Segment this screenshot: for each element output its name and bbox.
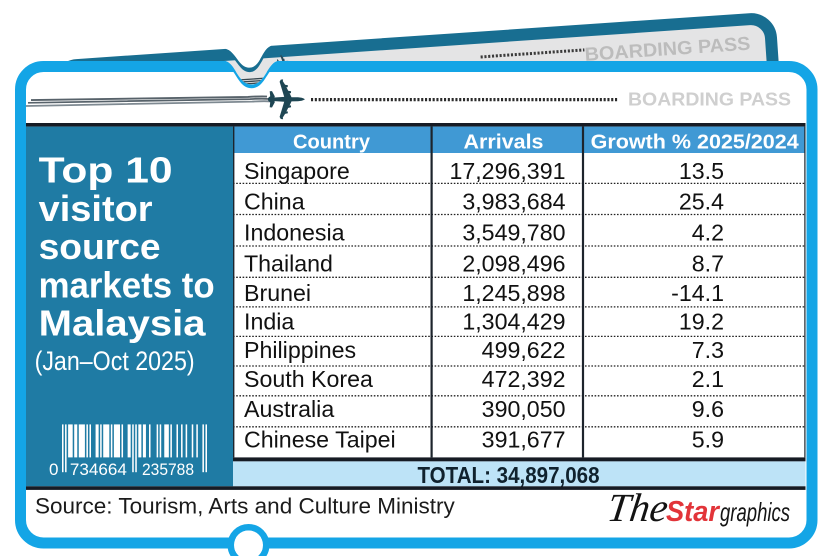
svg-text:Australia: Australia	[244, 396, 334, 422]
svg-text:-14.1: -14.1	[671, 280, 724, 306]
svg-text:1,245,898: 1,245,898	[462, 280, 565, 306]
svg-text:Chinese Taipei: Chinese Taipei	[244, 426, 396, 452]
svg-text:3,983,684: 3,983,684	[462, 189, 565, 215]
svg-text:TOTAL: 34,897,068: TOTAL: 34,897,068	[418, 462, 600, 488]
svg-text:The: The	[605, 485, 671, 530]
svg-text:390,050: 390,050	[482, 396, 566, 422]
svg-text:5.9: 5.9	[692, 426, 724, 452]
svg-text:visitor: visitor	[39, 188, 153, 229]
svg-text:17,296,391: 17,296,391	[449, 158, 565, 184]
svg-text:Thailand: Thailand	[244, 251, 333, 277]
svg-text:19.2: 19.2	[679, 309, 724, 335]
svg-text:Brunei: Brunei	[244, 280, 311, 306]
svg-text:3,549,780: 3,549,780	[462, 220, 565, 246]
svg-text:1,304,429: 1,304,429	[462, 309, 565, 335]
svg-text:0: 0	[49, 460, 58, 479]
svg-text:4.2: 4.2	[692, 220, 724, 246]
svg-text:graphics: graphics	[720, 497, 790, 527]
svg-text:472,392: 472,392	[482, 366, 566, 392]
svg-text:South Korea: South Korea	[244, 366, 373, 392]
svg-text:9.6: 9.6	[692, 396, 724, 422]
svg-text:391,677: 391,677	[482, 426, 566, 452]
svg-text:2.1: 2.1	[692, 366, 724, 392]
svg-text:markets to: markets to	[39, 264, 215, 305]
svg-text:India: India	[244, 309, 294, 335]
svg-text:8.7: 8.7	[692, 251, 724, 277]
svg-text:Source: Tourism, Arts and Cult: Source: Tourism, Arts and Culture Minist…	[35, 494, 455, 519]
svg-text:Indonesia: Indonesia	[244, 220, 345, 246]
svg-text:235788: 235788	[142, 460, 194, 479]
svg-text:Country: Country	[293, 132, 371, 154]
svg-text:Philippines: Philippines	[244, 337, 356, 363]
svg-text:25.4: 25.4	[679, 189, 724, 215]
svg-text:734664: 734664	[70, 460, 127, 479]
svg-text:2,098,496: 2,098,496	[462, 251, 565, 277]
svg-text:7.3: 7.3	[692, 337, 724, 363]
svg-text:499,622: 499,622	[482, 337, 566, 363]
svg-text:source: source	[39, 226, 161, 267]
svg-text:Top 10: Top 10	[39, 150, 173, 191]
svg-text:Malaysia: Malaysia	[39, 303, 207, 344]
svg-text:China: China	[244, 189, 305, 215]
svg-text:BOARDING PASS: BOARDING PASS	[628, 89, 791, 110]
svg-text:(Jan–Oct 2025): (Jan–Oct 2025)	[35, 346, 195, 376]
svg-text:Arrivals: Arrivals	[464, 132, 544, 154]
svg-text:Singapore: Singapore	[244, 158, 350, 184]
svg-text:Growth % 2025/2024: Growth % 2025/2024	[591, 132, 800, 154]
svg-text:Star: Star	[666, 496, 721, 528]
svg-text:13.5: 13.5	[679, 158, 724, 184]
